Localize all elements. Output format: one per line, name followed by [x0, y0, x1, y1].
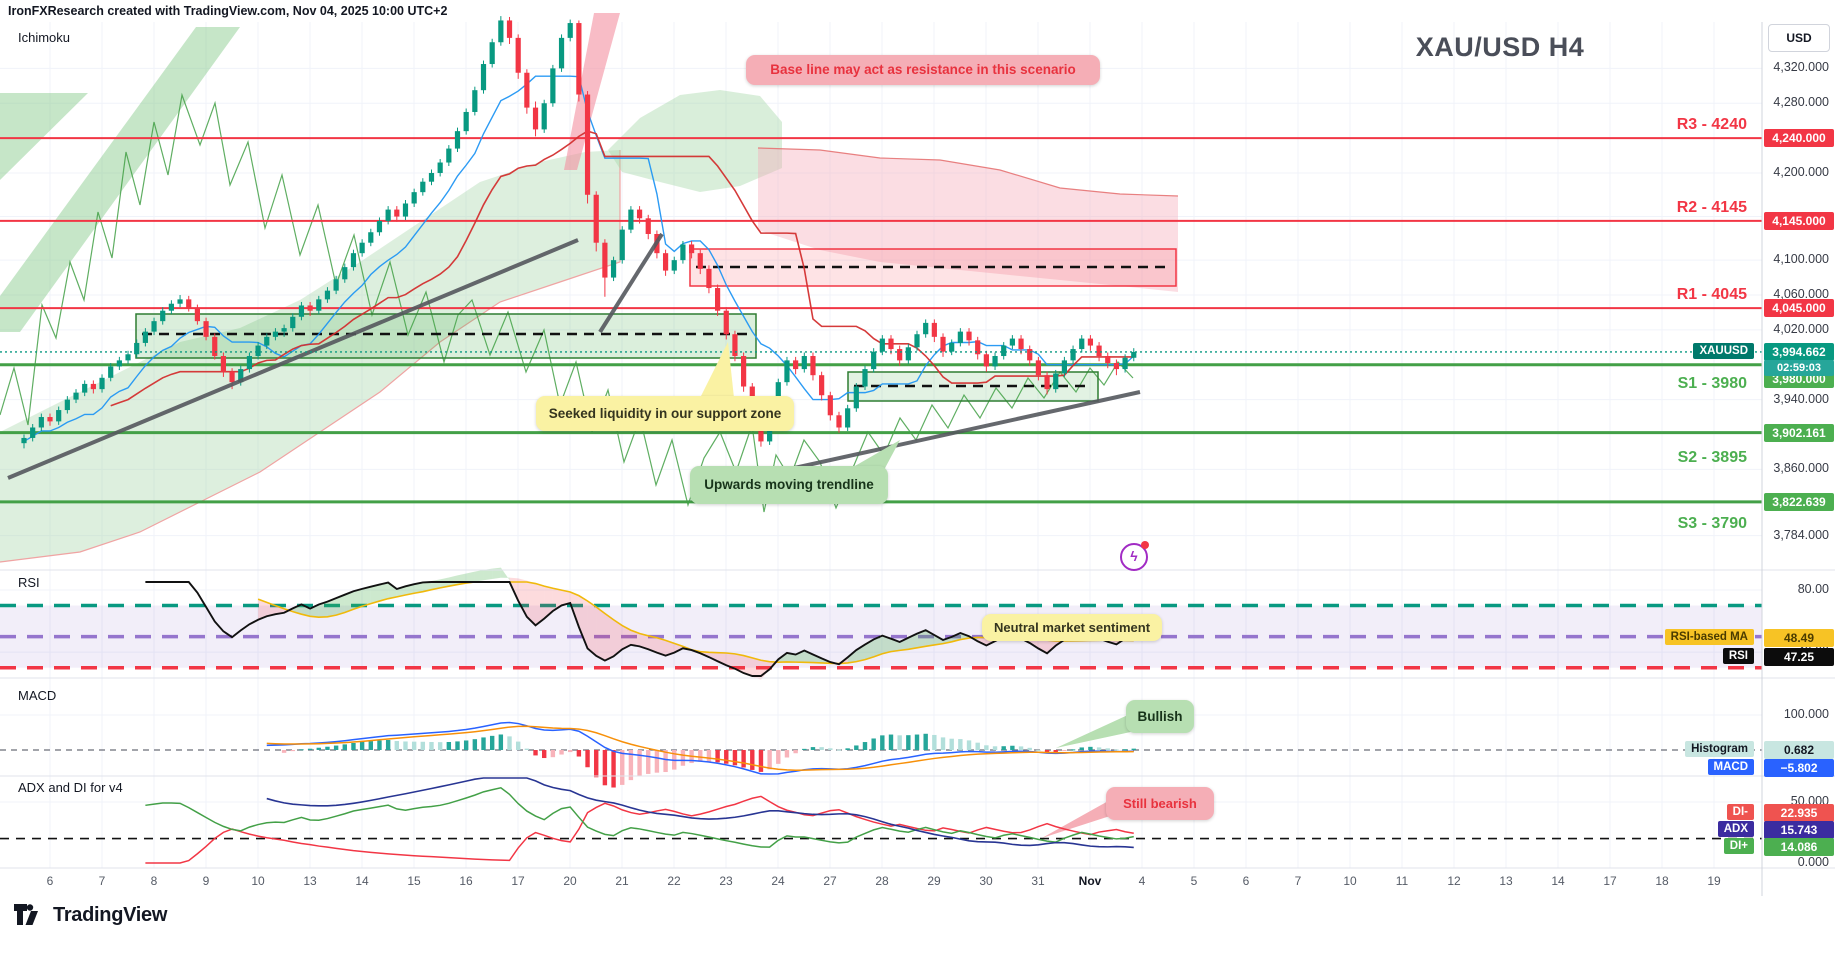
price-tick: 3,784.000 [1773, 527, 1829, 542]
annotation-bullish: Bullish [1126, 700, 1194, 733]
time-axis-label: 10 [1343, 874, 1357, 888]
macd-histogram-label: Histogram [1685, 741, 1754, 757]
support-level-label: S3 - 3790 [1677, 515, 1747, 533]
resistance-level-label: R1 - 4045 [1676, 286, 1747, 304]
current-price-badge: 3,994.662 [1764, 342, 1834, 361]
indicator-title-macd[interactable]: MACD [18, 688, 57, 703]
macd-histogram-value: 0.682 [1764, 741, 1834, 759]
time-axis-label: 8 [150, 874, 158, 888]
time-axis-label: Nov [1078, 874, 1102, 888]
attribution-text: IronFXResearch created with TradingView.… [8, 4, 448, 18]
time-axis-label: 27 [823, 874, 837, 888]
macd-value-badge: −5.802 [1764, 759, 1834, 777]
time-axis-label: 13 [303, 874, 317, 888]
time-axis-label: 19 [1707, 874, 1721, 888]
time-axis-label: 17 [511, 874, 525, 888]
price-tick: 4,280.000 [1773, 95, 1829, 110]
adx-tick: 0.000 [1797, 855, 1829, 869]
price-tick: 3,940.000 [1773, 391, 1829, 406]
time-axis-label: 30 [979, 874, 993, 888]
annotation-base-line-resistance: Base line may act as resistance in this … [746, 55, 1100, 85]
time-axis-label: 23 [719, 874, 733, 888]
time-axis-label: 14 [1551, 874, 1565, 888]
indicator-title-rsi[interactable]: RSI [18, 575, 40, 590]
indicator-title-adx[interactable]: ADX and DI for v4 [18, 780, 123, 795]
time-axis-label: 22 [667, 874, 681, 888]
time-axis-label: 9 [202, 874, 210, 888]
time-axis-label: 4 [1138, 874, 1146, 888]
price-tick: 4,060.000 [1773, 287, 1829, 301]
currency-button[interactable]: USD [1768, 24, 1830, 52]
symbol-watermark: XAU/USD H4 [1415, 32, 1585, 62]
macd-value-label: MACD [1707, 759, 1754, 775]
tradingview-logo-icon [14, 904, 38, 925]
rsi-ma-value: 48.49 [1764, 628, 1834, 647]
tradingview-logo-text: TradingView [53, 904, 168, 926]
macd-tick: 100.000 [1783, 707, 1829, 721]
flash-idea-marker-icon[interactable]: ϟ [1120, 541, 1149, 571]
rsi-value-label: RSI [1722, 647, 1754, 664]
price-tick: 3,860.000 [1773, 461, 1829, 476]
time-axis-label: 31 [1031, 874, 1045, 888]
time-axis-label: 7 [1294, 874, 1302, 888]
time-axis-label: 13 [1499, 874, 1513, 888]
bar-countdown-badge: 02:59:03 [1764, 359, 1834, 376]
time-axis-label: 24 [771, 874, 785, 888]
price-tick: 4,320.000 [1773, 60, 1829, 75]
time-axis-label: 16 [459, 874, 473, 888]
support-level-label: S1 - 3980 [1677, 374, 1747, 392]
time-axis-label: 29 [927, 874, 941, 888]
price-level-badge: 4,145.000 [1764, 211, 1834, 230]
time-axis-label: 7 [98, 874, 106, 888]
time-axis-label: 14 [355, 874, 369, 888]
price-level-badge: 3,902.161 [1764, 423, 1834, 442]
notification-dot [1141, 541, 1149, 549]
annotation-still-bearish: Still bearish [1106, 787, 1214, 820]
price-level-badge: 4,240.000 [1764, 129, 1834, 148]
price-tick: 4,020.000 [1773, 321, 1829, 336]
rsi-tick: 80.00 [1797, 582, 1829, 596]
resistance-level-label: R3 - 4240 [1676, 116, 1747, 134]
di-minus-label: DI- [1726, 804, 1754, 820]
time-axis-label: 18 [1655, 874, 1669, 888]
time-axis-label: 15 [407, 874, 421, 888]
annotation-seeked-liquidity: Seeked liquidity in our support zone [536, 396, 794, 431]
time-axis-label: 12 [1447, 874, 1461, 888]
resistance-level-label: R2 - 4145 [1676, 198, 1747, 216]
time-axis-label: 28 [875, 874, 889, 888]
time-axis-label: 10 [251, 874, 265, 888]
time-axis-label: 11 [1395, 874, 1409, 888]
time-axis-label: 5 [1190, 874, 1198, 888]
rsi-ma-label: RSI-based MA [1664, 628, 1754, 645]
adx-value: 15.743 [1764, 821, 1834, 839]
di-minus-value: 22.935 [1764, 804, 1834, 822]
symbol-price-label: XAUUSD [1693, 342, 1754, 359]
rsi-value-badge: 47.25 [1764, 647, 1834, 666]
di-plus-label: DI+ [1723, 838, 1754, 854]
time-axis-label: 20 [563, 874, 577, 888]
support-level-label: S2 - 3895 [1677, 448, 1747, 466]
adx-label: ADX [1717, 821, 1754, 837]
tradingview-logo[interactable]: TradingView [14, 902, 167, 929]
di-plus-value: 14.086 [1764, 838, 1834, 856]
annotation-neutral-sentiment: Neutral market sentiment [982, 614, 1162, 641]
price-tick: 4,100.000 [1773, 252, 1829, 267]
indicator-title-ichimoku[interactable]: Ichimoku [18, 30, 71, 45]
price-tick: 4,200.000 [1773, 164, 1829, 179]
price-level-badge: 3,822.639 [1764, 492, 1834, 511]
price-level-badge: 4,045.000 [1764, 299, 1834, 318]
time-axis-label: 17 [1603, 874, 1617, 888]
annotation-upwards-trendline: Upwards moving trendline [690, 466, 888, 504]
time-axis-label: 6 [46, 874, 54, 888]
time-axis-label: 6 [1242, 874, 1250, 888]
time-axis-label: 21 [615, 874, 629, 888]
